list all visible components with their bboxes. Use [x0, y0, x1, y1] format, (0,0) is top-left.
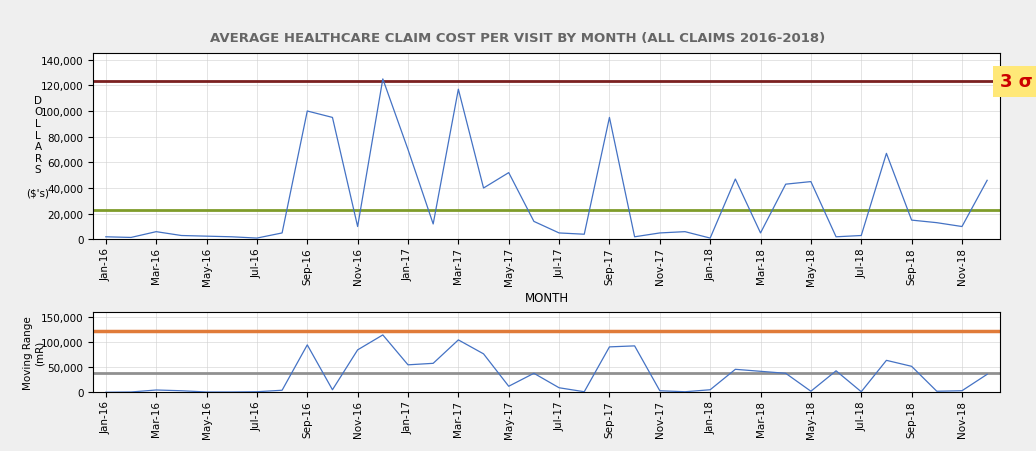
X-axis label: MONTH: MONTH — [524, 291, 569, 304]
Y-axis label: D
O
L
L
A
R
S

($'s): D O L L A R S ($'s) — [27, 96, 50, 198]
Text: 3 σ: 3 σ — [1000, 74, 1033, 91]
Text: AVERAGE HEALTHCARE CLAIM COST PER VISIT BY MONTH (ALL CLAIMS 2016-2018): AVERAGE HEALTHCARE CLAIM COST PER VISIT … — [210, 32, 826, 45]
Y-axis label: Moving Range
(mR): Moving Range (mR) — [23, 316, 45, 389]
